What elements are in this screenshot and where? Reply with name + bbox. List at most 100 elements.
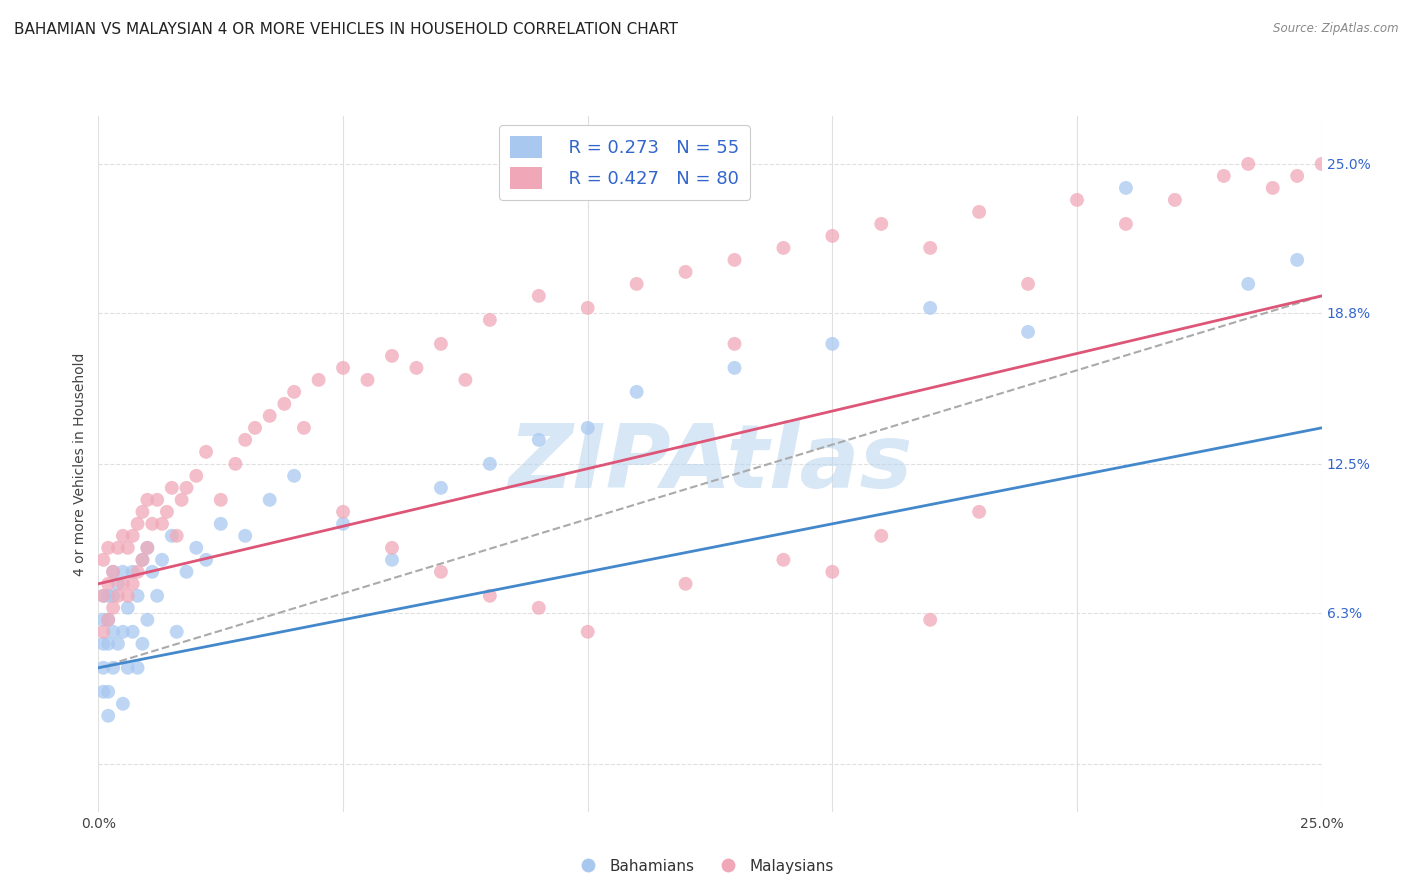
Point [136, 492, 159, 507]
Point [91, 589, 114, 603]
Point [97, 708, 120, 723]
Point [146, 589, 169, 603]
Point [332, 360, 354, 375]
Point [576, 421, 599, 435]
Point [156, 505, 179, 519]
Point [332, 505, 354, 519]
Point [97, 637, 120, 651]
Point [176, 565, 198, 579]
Point [308, 373, 330, 387]
Point [723, 252, 745, 267]
Point [131, 637, 153, 651]
Point [111, 565, 134, 579]
Point [101, 565, 124, 579]
Point [91, 553, 114, 567]
Point [101, 661, 124, 675]
Point [121, 624, 143, 639]
Point [107, 589, 129, 603]
Point [626, 277, 648, 291]
Point [1017, 277, 1039, 291]
Point [430, 565, 453, 579]
Point [127, 516, 149, 531]
Point [146, 492, 169, 507]
Point [1237, 157, 1260, 171]
Point [381, 553, 404, 567]
Point [332, 516, 354, 531]
Point [224, 457, 246, 471]
Point [101, 589, 124, 603]
Point [527, 289, 550, 303]
Point [1310, 157, 1333, 171]
Point [127, 589, 149, 603]
Legend:   R = 0.273   N = 55,   R = 0.427   N = 80: R = 0.273 N = 55, R = 0.427 N = 80 [499, 125, 749, 200]
Point [478, 457, 501, 471]
Point [150, 553, 173, 567]
Point [1115, 181, 1137, 195]
Point [1261, 181, 1284, 195]
Point [772, 553, 794, 567]
Point [478, 313, 501, 327]
Point [626, 384, 648, 399]
Point [1212, 169, 1234, 183]
Point [430, 337, 453, 351]
Point [121, 565, 143, 579]
Point [1237, 277, 1260, 291]
Point [527, 600, 550, 615]
Point [1017, 325, 1039, 339]
Point [127, 661, 149, 675]
Point [195, 553, 218, 567]
Point [111, 529, 134, 543]
Point [233, 433, 256, 447]
Point [107, 637, 129, 651]
Point [101, 624, 124, 639]
Point [1066, 193, 1088, 207]
Point [356, 373, 378, 387]
Point [723, 360, 745, 375]
Point [259, 409, 281, 423]
Point [292, 421, 315, 435]
Point [381, 349, 404, 363]
Point [97, 576, 120, 591]
Point [381, 541, 404, 555]
Point [91, 637, 114, 651]
Point [821, 228, 844, 243]
Point [967, 205, 990, 219]
Point [107, 541, 129, 555]
Point [91, 589, 114, 603]
Point [576, 624, 599, 639]
Point [195, 445, 218, 459]
Point [111, 576, 134, 591]
Point [101, 600, 124, 615]
Point [478, 589, 501, 603]
Point [209, 492, 232, 507]
Point [967, 505, 990, 519]
Point [821, 337, 844, 351]
Point [131, 553, 153, 567]
Point [141, 565, 163, 579]
Point [97, 541, 120, 555]
Point [186, 541, 208, 555]
Point [870, 529, 893, 543]
Point [160, 529, 183, 543]
Point [170, 492, 193, 507]
Point [1115, 217, 1137, 231]
Point [283, 468, 305, 483]
Point [920, 301, 942, 315]
Point [243, 421, 266, 435]
Point [1286, 169, 1309, 183]
Point [117, 661, 139, 675]
Point [920, 241, 942, 255]
Point [91, 661, 114, 675]
Point [136, 541, 159, 555]
Text: ZIPAtlas: ZIPAtlas [508, 420, 912, 508]
Point [97, 589, 120, 603]
Point [141, 516, 163, 531]
Point [121, 576, 143, 591]
Point [1286, 252, 1309, 267]
Point [430, 481, 453, 495]
Point [527, 433, 550, 447]
Point [91, 685, 114, 699]
Point [97, 613, 120, 627]
Point [117, 600, 139, 615]
Point [259, 492, 281, 507]
